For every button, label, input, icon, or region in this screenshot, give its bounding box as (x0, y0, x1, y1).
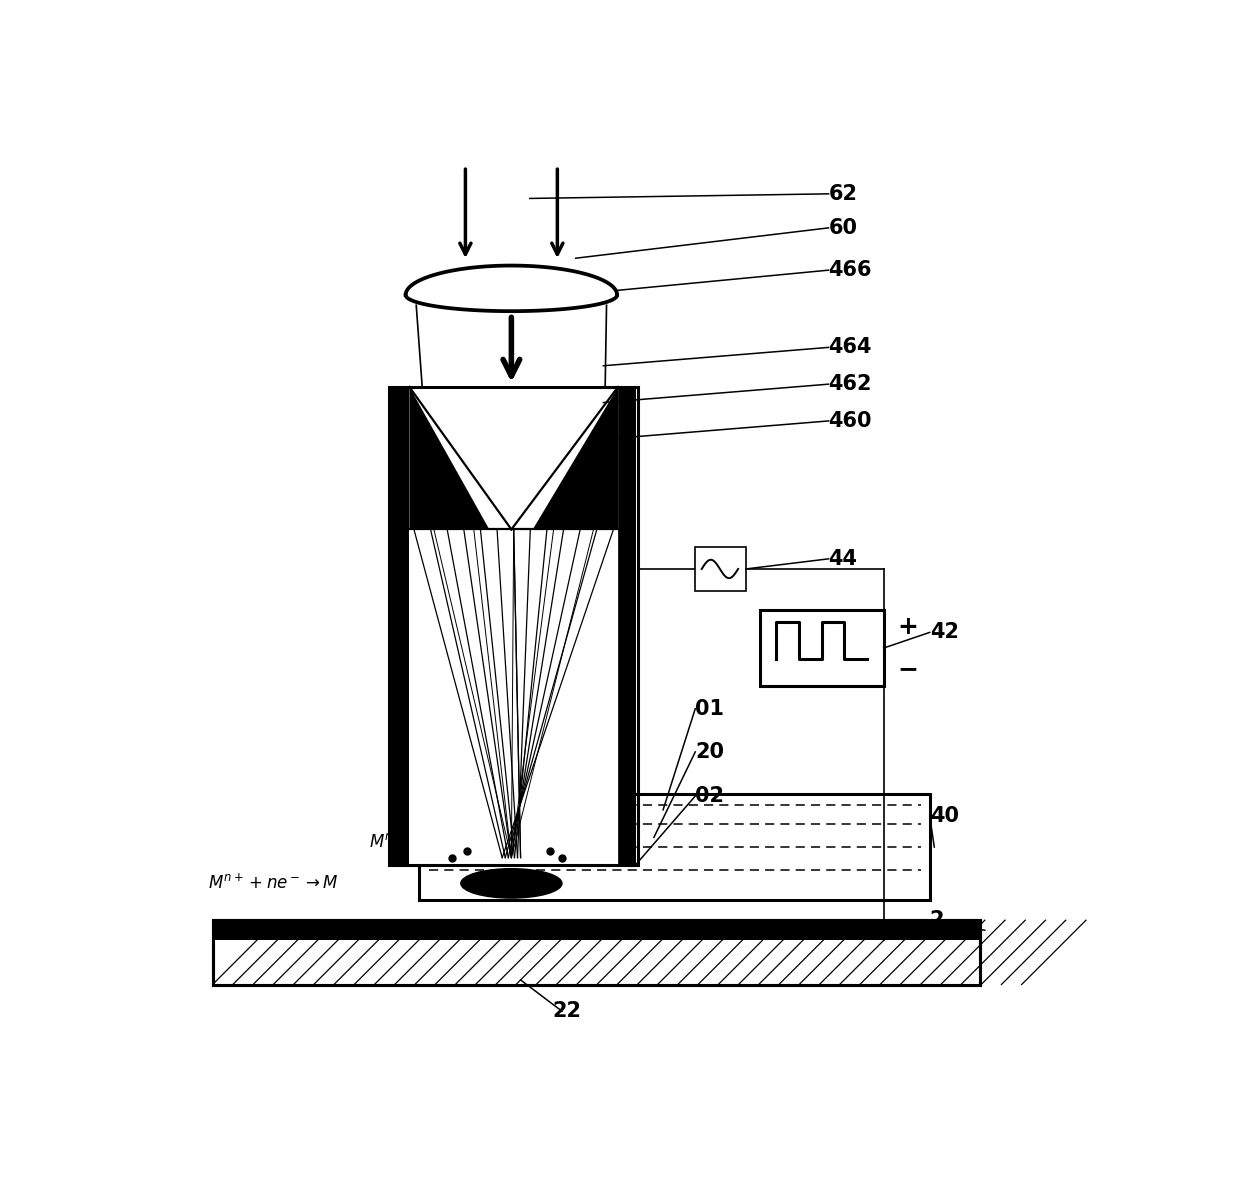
Text: 01: 01 (696, 698, 724, 719)
Text: 466: 466 (828, 260, 872, 281)
Text: 20: 20 (696, 741, 724, 762)
Text: $M^{n+}$: $M^{n+}$ (368, 832, 404, 851)
Bar (212, 921, 981, 985)
Text: 60: 60 (828, 217, 858, 238)
Bar (409, 387, 618, 864)
Bar (696, 547, 745, 591)
Bar (419, 794, 930, 900)
Text: 460: 460 (828, 411, 872, 431)
Bar (389, 387, 422, 864)
Text: 2: 2 (930, 910, 944, 930)
Text: +: + (898, 615, 919, 639)
Text: 02: 02 (696, 786, 724, 806)
Polygon shape (409, 387, 490, 529)
Bar (212, 921, 981, 941)
Text: $M^{n+} + ne^- \rightarrow M$: $M^{n+} + ne^- \rightarrow M$ (208, 874, 339, 893)
Bar (604, 387, 636, 864)
Bar (409, 387, 424, 864)
Bar (389, 387, 639, 864)
Text: −: − (898, 657, 919, 681)
Polygon shape (533, 387, 618, 529)
Bar (212, 921, 981, 985)
Text: 62: 62 (828, 184, 858, 204)
Text: 464: 464 (828, 338, 872, 357)
Text: 44: 44 (828, 549, 858, 568)
Ellipse shape (461, 869, 562, 898)
Bar (760, 610, 884, 685)
Text: 42: 42 (930, 622, 959, 642)
Text: 462: 462 (828, 374, 872, 394)
Bar (604, 387, 618, 864)
Text: 22: 22 (553, 1002, 582, 1021)
Text: 40: 40 (930, 806, 959, 826)
Polygon shape (470, 387, 553, 529)
